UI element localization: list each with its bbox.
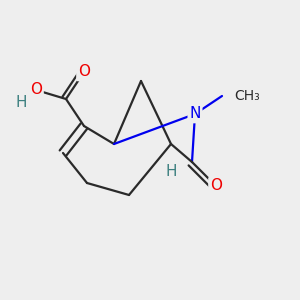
Text: O: O: [30, 82, 42, 98]
Text: N: N: [189, 106, 201, 122]
Text: O: O: [78, 64, 90, 80]
Text: O: O: [210, 178, 222, 194]
Text: H: H: [165, 164, 177, 178]
Text: CH₃: CH₃: [234, 89, 260, 103]
Text: H: H: [15, 94, 27, 110]
